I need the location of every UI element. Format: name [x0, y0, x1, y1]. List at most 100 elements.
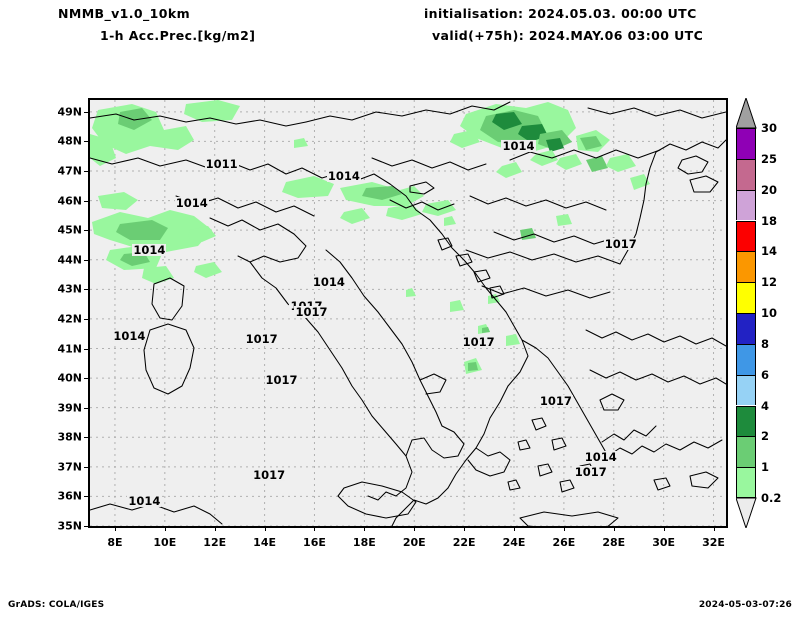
isobar-label: 1014 — [311, 275, 346, 290]
colorbar-band — [736, 189, 756, 221]
colorbar-band — [736, 128, 756, 159]
lat-tick-label: 36N — [57, 489, 82, 503]
lat-tick-label: 49N — [57, 105, 82, 119]
lon-tick — [464, 526, 466, 531]
isobar-label: 1014 — [112, 328, 147, 343]
colorbar-band — [736, 158, 756, 190]
lon-tick-label: 16E — [303, 536, 326, 549]
lat-tick — [84, 466, 89, 468]
lat-tick — [84, 141, 89, 143]
model-title: NMMB_v1.0_10km — [58, 6, 190, 21]
lon-tick — [563, 526, 565, 531]
isobar-label: 1017 — [461, 334, 496, 349]
colorbar-tick-label: 20 — [761, 182, 778, 197]
isobar-label: 1014 — [132, 242, 167, 257]
colorbar-band — [736, 405, 756, 437]
lat-tick — [84, 111, 89, 113]
lon-tick — [414, 526, 416, 531]
isobar-label: 1014 — [326, 168, 361, 183]
lat-tick-label: 48N — [57, 134, 82, 148]
lat-tick-label: 40N — [57, 371, 82, 385]
precipitation-shading — [90, 100, 650, 374]
lon-tick-label: 8E — [107, 536, 123, 549]
colorbar-tick-label: 0.2 — [761, 491, 782, 505]
lon-tick-label: 12E — [203, 536, 227, 549]
colorbar-tick-label: 10 — [761, 306, 778, 320]
lon-tick — [314, 526, 316, 531]
colorbar-band — [736, 343, 756, 375]
lon-tick — [114, 526, 116, 531]
lon-tick-label: 30E — [652, 536, 676, 549]
isobar-label: 1017 — [573, 464, 608, 479]
lon-tick-label: 32E — [702, 536, 725, 549]
lon-tick — [663, 526, 665, 531]
lon-tick — [164, 526, 166, 531]
isobar-label: 1017 — [244, 331, 279, 346]
colorbar-tick-label: 30 — [761, 121, 778, 135]
lat-tick-label: 35N — [57, 519, 82, 533]
isobar-label: 1017 — [538, 393, 573, 408]
field-title: 1-h Acc.Prec.[kg/m2] — [100, 28, 256, 43]
lon-tick-label: 14E — [253, 536, 276, 549]
lat-tick-label: 46N — [57, 194, 82, 208]
colorbar-tick-label: 8 — [761, 336, 770, 351]
isobar-label: 1017 — [252, 467, 287, 482]
colorbar-band — [736, 436, 756, 468]
map-canvas — [90, 100, 726, 526]
lon-tick — [214, 526, 216, 531]
lat-tick — [84, 407, 89, 409]
lat-tick — [84, 259, 89, 261]
lat-tick-label: 38N — [57, 430, 82, 444]
lat-tick — [84, 318, 89, 320]
colorbar-band — [736, 313, 756, 344]
map-plot-area[interactable]: 1011 1014 1014 1014 1014 1017 1017 1017 1014 1014… — [84, 98, 728, 531]
footer-credit: GrADS: COLA/IGES — [8, 600, 105, 610]
lon-tick-label: 24E — [502, 536, 526, 549]
isobar-label: 1014 — [583, 449, 618, 464]
isobar-label: 1017 — [294, 305, 329, 319]
lat-tick-label: 44N — [57, 253, 82, 267]
colorbar-tick-label: 4 — [761, 398, 770, 413]
colorbar-caps — [736, 98, 757, 528]
isobar-label: 1017 — [264, 373, 299, 388]
colorbar-band — [736, 251, 756, 283]
lat-tick — [84, 171, 89, 172]
lon-tick — [264, 526, 266, 531]
lat-tick — [84, 526, 89, 527]
lat-tick — [84, 378, 89, 380]
lat-tick — [84, 496, 89, 498]
lat-tick-label: 42N — [57, 312, 82, 326]
lon-tick-label: 28E — [602, 536, 626, 549]
colorbar-tick-label: 2 — [761, 429, 770, 444]
colorbar-band — [736, 374, 756, 406]
lon-tick-label: 22E — [452, 536, 476, 549]
lat-tick — [84, 289, 89, 291]
colorbar-tick-label: 18 — [761, 213, 778, 228]
colorbar-band — [736, 220, 756, 252]
initialisation-time: initialisation: 2024.05.03. 00:00 UTC — [424, 6, 697, 21]
colorbar-band — [736, 282, 756, 313]
colorbar-tick-label: 6 — [761, 367, 770, 382]
lat-tick — [84, 348, 89, 350]
lon-tick — [613, 526, 615, 531]
isobar-label: 1017 — [603, 236, 638, 251]
colorbar[interactable]: 30 25 20 18 14 12 10 8 6 4 2 1 0.2 — [736, 98, 781, 528]
colorbar-tick-label: 12 — [761, 275, 778, 290]
lon-tick-label: 10E — [153, 536, 177, 549]
lat-tick — [84, 230, 89, 232]
colorbar-tick-label: 1 — [761, 460, 770, 475]
lon-tick — [713, 526, 715, 531]
isobar-label: 1014 — [174, 195, 209, 210]
colorbar-band — [736, 467, 756, 498]
lon-tick — [364, 526, 366, 531]
isobar-label: 1014 — [501, 139, 536, 154]
isobar-label: 1014 — [127, 494, 162, 509]
footer-timestamp: 2024-05-03-07:26 — [698, 600, 792, 610]
lat-tick-label: 45N — [57, 223, 82, 237]
lat-tick-label: 39N — [57, 401, 82, 415]
colorbar-tick-label: 14 — [761, 244, 778, 259]
lat-tick-label: 47N — [57, 164, 82, 178]
lat-tick-label: 43N — [57, 282, 82, 296]
lat-tick — [84, 437, 89, 439]
lon-tick-label: 18E — [352, 536, 376, 549]
